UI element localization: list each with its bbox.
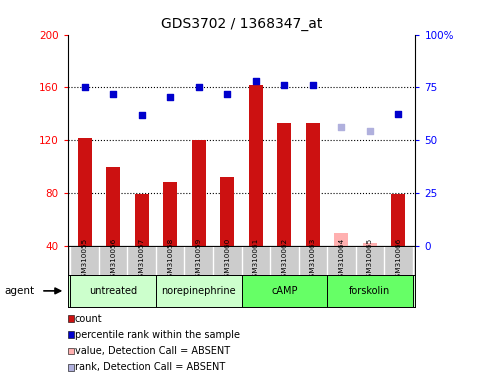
Bar bbox=[135, 194, 149, 246]
Bar bbox=[334, 233, 348, 246]
Point bbox=[166, 94, 174, 100]
Text: GSM310057: GSM310057 bbox=[139, 238, 145, 282]
Text: GSM310064: GSM310064 bbox=[338, 238, 344, 282]
Point bbox=[338, 124, 345, 130]
Text: GDS3702 / 1368347_at: GDS3702 / 1368347_at bbox=[161, 17, 322, 31]
Text: percentile rank within the sample: percentile rank within the sample bbox=[74, 330, 240, 340]
Bar bbox=[306, 123, 320, 246]
Bar bbox=[391, 194, 405, 246]
Text: GSM310060: GSM310060 bbox=[224, 238, 230, 282]
Point bbox=[309, 82, 317, 88]
Point bbox=[281, 82, 288, 88]
Text: GSM310066: GSM310066 bbox=[395, 238, 401, 282]
Point bbox=[366, 128, 374, 134]
Point bbox=[395, 111, 402, 117]
Text: GSM310055: GSM310055 bbox=[82, 238, 88, 282]
Text: norepinephrine: norepinephrine bbox=[161, 286, 236, 296]
Point bbox=[195, 84, 202, 91]
Text: GSM310063: GSM310063 bbox=[310, 238, 316, 282]
Bar bbox=[71, 275, 156, 307]
Text: untreated: untreated bbox=[89, 286, 137, 296]
Text: GSM310059: GSM310059 bbox=[196, 238, 202, 282]
Text: forskolin: forskolin bbox=[349, 286, 390, 296]
Text: agent: agent bbox=[5, 286, 35, 296]
Text: GSM310061: GSM310061 bbox=[253, 238, 259, 282]
Text: GSM310058: GSM310058 bbox=[167, 238, 173, 282]
Point bbox=[138, 112, 145, 118]
Text: cAMP: cAMP bbox=[271, 286, 298, 296]
Bar bbox=[249, 85, 263, 246]
Point bbox=[81, 84, 88, 91]
Text: rank, Detection Call = ABSENT: rank, Detection Call = ABSENT bbox=[74, 362, 225, 372]
Bar bbox=[327, 275, 412, 307]
Bar bbox=[192, 140, 206, 246]
Bar bbox=[220, 177, 234, 246]
Bar bbox=[363, 243, 377, 246]
Point bbox=[109, 91, 117, 97]
Bar bbox=[156, 275, 242, 307]
Text: GSM310065: GSM310065 bbox=[367, 238, 373, 282]
Text: GSM310056: GSM310056 bbox=[110, 238, 116, 282]
Text: count: count bbox=[74, 314, 102, 324]
Bar bbox=[106, 167, 120, 246]
Bar bbox=[163, 182, 177, 246]
Text: value, Detection Call = ABSENT: value, Detection Call = ABSENT bbox=[74, 346, 230, 356]
Point bbox=[223, 91, 231, 97]
Bar bbox=[277, 123, 291, 246]
Bar bbox=[78, 137, 92, 246]
Point bbox=[252, 78, 260, 84]
Bar bbox=[242, 275, 327, 307]
Text: GSM310062: GSM310062 bbox=[281, 238, 287, 282]
